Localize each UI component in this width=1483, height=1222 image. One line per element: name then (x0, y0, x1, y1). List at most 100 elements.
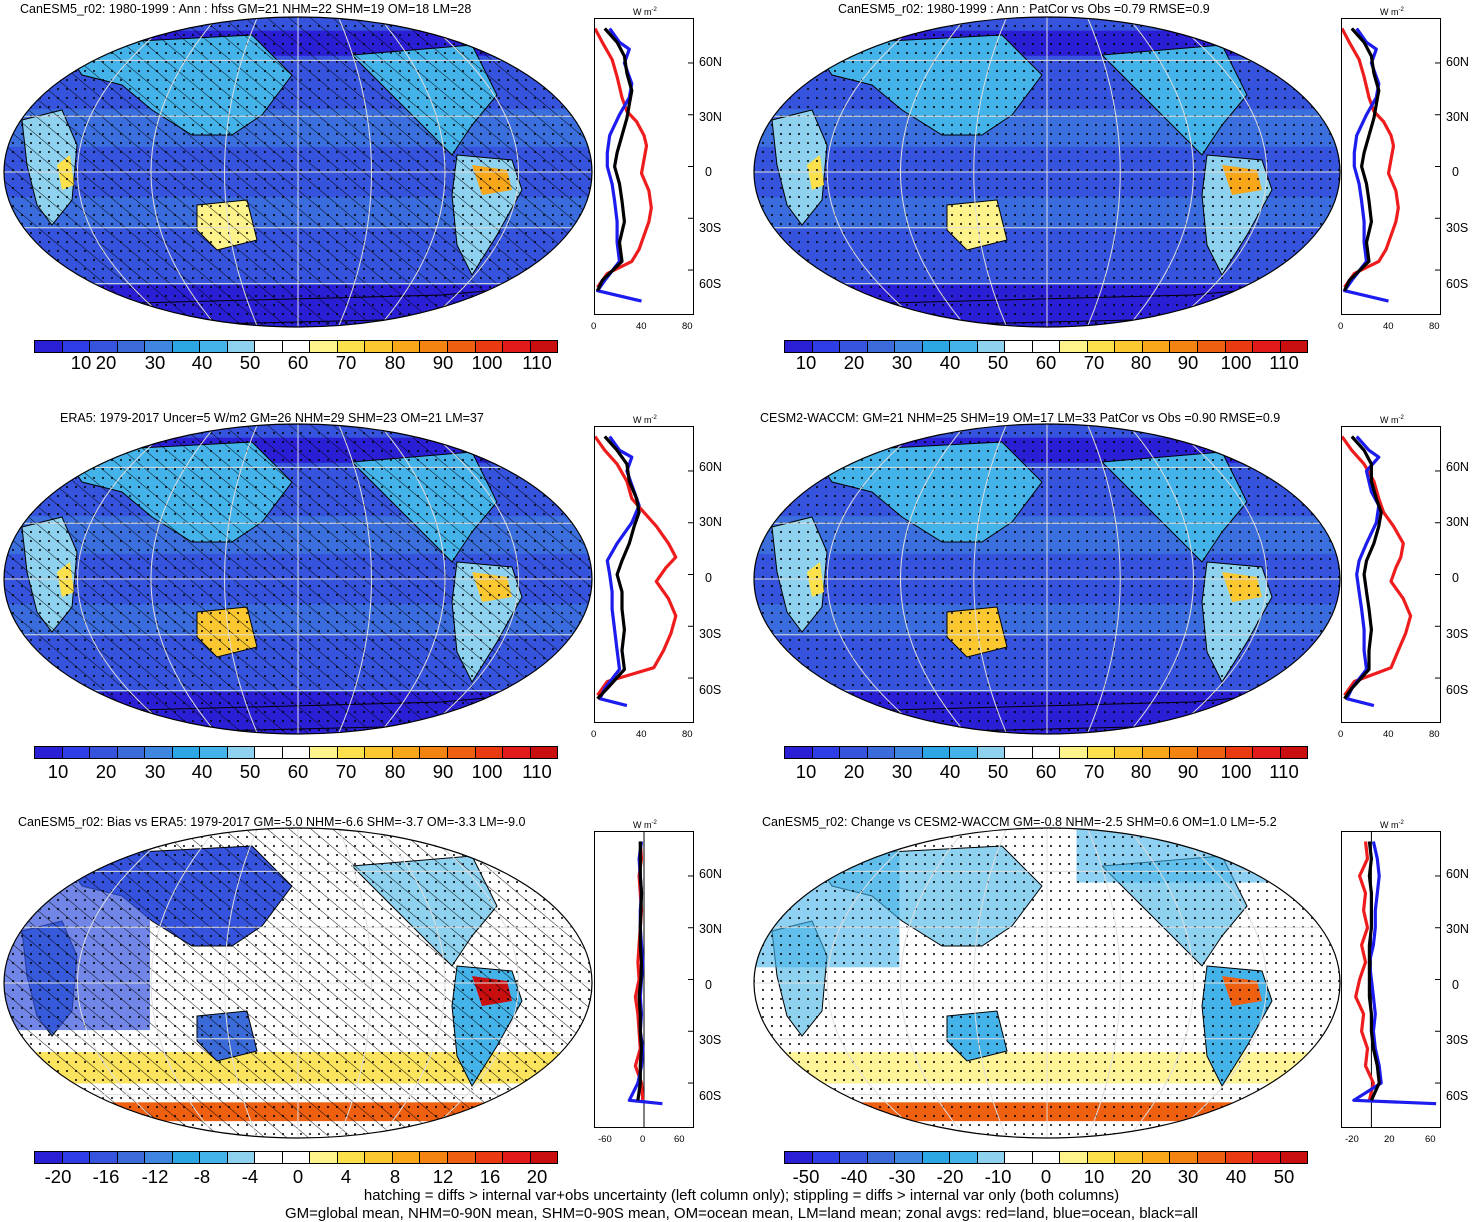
colorbar-tick-label: 60 (287, 352, 309, 373)
colorbar-swatch (475, 341, 504, 352)
colorbar-tick-label: 40 (191, 352, 213, 373)
colorbar-swatch (420, 341, 448, 352)
colorbar-swatch (255, 747, 283, 758)
colorbar-tick-label: 80 (384, 352, 406, 373)
colorbar-tick-label: 50 (987, 761, 1009, 782)
colorbar-swatch (117, 747, 146, 758)
zonal-average-plot: W m-2 60N 30N 0 30S 60S 0 40 80 (591, 415, 722, 740)
colorbar-tick-label: 0 (292, 1166, 304, 1187)
zonal-tick-label: 0 (640, 1134, 646, 1145)
colorbar-swatch (35, 1152, 63, 1163)
land-zonal-line (595, 435, 678, 697)
colorbar-swatch (227, 341, 256, 352)
colorbar-swatch (1253, 341, 1281, 352)
colorbar-tick-label: 70 (335, 761, 357, 782)
colorbar-swatch (420, 747, 448, 758)
colorbar-swatch (420, 1152, 448, 1163)
zonal-tick-label: 0 (1338, 321, 1344, 332)
colorbar-swatch (365, 1152, 393, 1163)
colorbar-tick-label: 60 (287, 761, 309, 782)
colorbar-swatch (1087, 341, 1116, 352)
colorbar-swatch (310, 1152, 338, 1163)
colorbar-tick-label: 0 (1040, 1166, 1052, 1187)
colorbar-swatch (1225, 747, 1254, 758)
colorbar-swatch (62, 1152, 91, 1163)
ocean-zonal-line (595, 27, 642, 303)
zonal-average-plot: W m-2 60N 30N 0 30S 60S 0 40 80 (1338, 7, 1469, 332)
colorbar-tick-label: -40 (840, 1166, 868, 1187)
zonal-average-plot: W m-2 60N 30N 0 30S 60S 0 40 80 (1338, 415, 1469, 740)
colorbar-tick-label: 40 (1225, 1166, 1247, 1187)
colorbar-swatch (977, 1152, 1006, 1163)
colorbar-swatch (785, 747, 813, 758)
colorbar-tick-label: 10 (1083, 1166, 1105, 1187)
colorbar-swatch (503, 747, 531, 758)
lat-label: 30N (1446, 922, 1469, 936)
colorbar-swatch (1060, 747, 1088, 758)
lat-label: 60N (1446, 867, 1469, 881)
colorbar-tick-label: 110 (522, 352, 552, 373)
colorbar-tick-label: 80 (1130, 761, 1152, 782)
colorbar-swatch (392, 1152, 421, 1163)
colorbar-tick-label: 70 (1083, 352, 1105, 373)
colorbar-swatch (90, 1152, 118, 1163)
ocean-zonal-line (1352, 841, 1437, 1106)
colorbar-swatch (530, 747, 558, 758)
colorbar (784, 1151, 1308, 1164)
colorbar-swatch (530, 1152, 558, 1163)
zonal-average-plot: W m-2 60N 30N 0 30S 60S 0 40 80 (591, 7, 722, 332)
colorbar-swatch (785, 1152, 813, 1163)
colorbar-swatch (1280, 341, 1308, 352)
colorbar-labels: -50 -40 -30 -20 -10 0 10 20 30 40 50 (784, 1166, 1306, 1188)
colorbar-tick-label: 40 (191, 761, 213, 782)
zonal-unit-label: W m-2 (1380, 415, 1404, 425)
colorbar-swatch (1280, 747, 1308, 758)
zonal-tick-label: 0 (591, 321, 597, 332)
colorbar-swatch (812, 1152, 841, 1163)
zonal-tick-label: 60 (674, 1134, 685, 1145)
colorbar-tick-label: 12 (432, 1166, 454, 1187)
colorbar-tick-label: 50 (239, 761, 261, 782)
colorbar-swatch (475, 747, 504, 758)
lat-label: 0 (1452, 978, 1459, 992)
colorbar-swatch (867, 341, 896, 352)
land-zonal-line (1342, 435, 1413, 697)
colorbar-swatch (62, 341, 91, 352)
zonal-tick-label: 40 (1383, 321, 1394, 332)
colorbar-tick-label: 4 (340, 1166, 352, 1187)
lat-label: 60S (699, 683, 722, 697)
colorbar-swatch (35, 341, 63, 352)
colorbar-swatch (1032, 1152, 1061, 1163)
colorbar-swatch (840, 1152, 868, 1163)
colorbar-tick-label: 100 (1220, 352, 1252, 373)
colorbar-swatch (337, 1152, 366, 1163)
lat-label: 30S (1446, 221, 1469, 235)
lat-label: 0 (705, 571, 712, 585)
panel-title: ERA5: 1979-2017 Uncer=5 W/m2 GM=26 NHM=2… (60, 411, 484, 425)
colorbar-swatch (1280, 1152, 1308, 1163)
colorbar-tick-label: 30 (144, 352, 166, 373)
colorbar-swatch (1005, 747, 1033, 758)
colorbar-swatch (1142, 747, 1171, 758)
lat-label: 30N (699, 110, 722, 124)
lat-label: 60N (699, 867, 722, 881)
colorbar-tick-label: -12 (141, 1166, 169, 1187)
colorbar-swatch (200, 341, 228, 352)
colorbar-labels: 10 20 30 40 50 60 70 80 90 100 110 (34, 761, 556, 783)
colorbar-tick-label: 40 (939, 761, 961, 782)
colorbar-tick-label: -50 (792, 1166, 820, 1187)
colorbar-tick-label: -30 (888, 1166, 916, 1187)
all-zonal-line (596, 27, 634, 292)
footer-legend-line-1: hatching = diffs > internal var+obs unce… (363, 1187, 1120, 1204)
colorbar-swatch (90, 747, 118, 758)
ocean-zonal-line (1342, 27, 1389, 303)
colorbar-swatch (1005, 1152, 1033, 1163)
all-zonal-line (1343, 435, 1383, 700)
all-zonal-line (636, 841, 644, 1101)
colorbar-tick-label: 30 (1177, 1166, 1199, 1187)
colorbar-tick-label: 80 (384, 761, 406, 782)
colorbar-swatch (950, 747, 978, 758)
lat-label: 60N (1446, 460, 1469, 474)
world-map (3, 16, 593, 328)
colorbar-tick-label: 10 (795, 352, 817, 373)
